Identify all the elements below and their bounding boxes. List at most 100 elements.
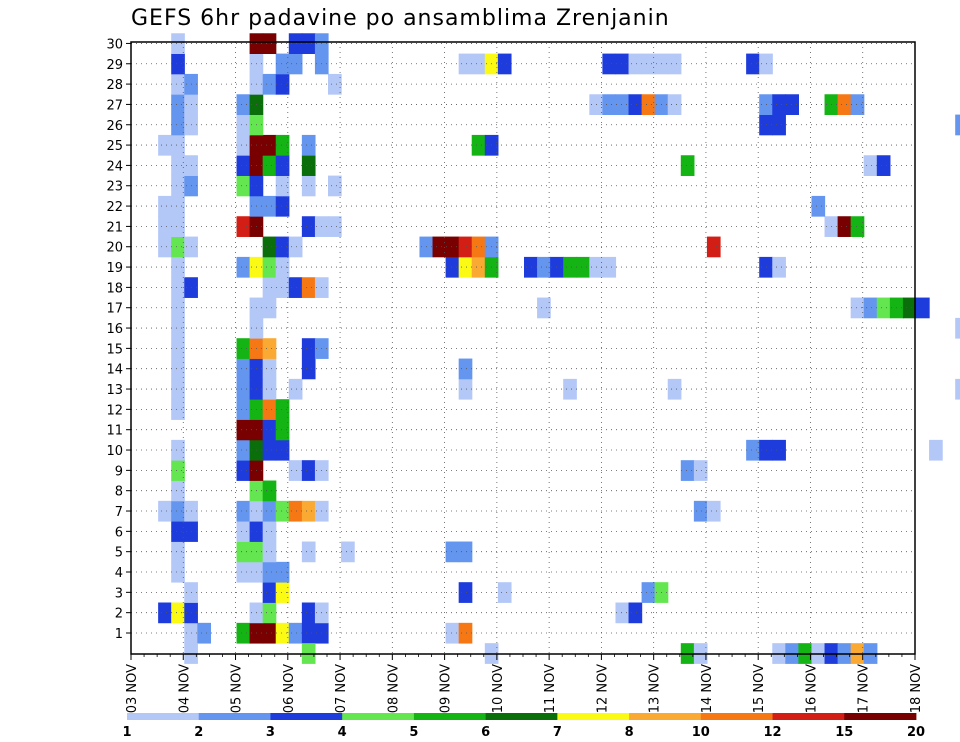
legend-label: 10 — [692, 725, 710, 740]
heatmap-cell — [301, 175, 316, 197]
heatmap-cell — [158, 236, 172, 258]
heatmap-cell — [236, 216, 251, 237]
y-tick-label: 25 — [106, 139, 123, 154]
heatmap-cell — [680, 155, 695, 176]
x-tick-label: 15 NOV — [752, 664, 767, 713]
heatmap-cell — [667, 94, 682, 115]
heatmap-cell — [341, 541, 355, 563]
y-tick-label: 16 — [106, 322, 123, 337]
y-tick-label: 17 — [106, 302, 123, 317]
heatmap-cell — [171, 541, 185, 563]
heatmap-cell — [837, 216, 852, 237]
heatmap-cell — [615, 94, 630, 115]
heatmap-cell — [158, 195, 172, 217]
heatmap-cell — [288, 622, 303, 644]
heatmap-cell — [275, 53, 290, 75]
heatmap-cell — [641, 53, 656, 75]
heatmap-cell — [458, 622, 473, 644]
heatmap-cell — [471, 236, 486, 258]
heatmap-cell — [171, 561, 185, 583]
heatmap-cell — [262, 399, 277, 420]
heatmap-cell — [171, 114, 185, 136]
heatmap-cell — [158, 602, 172, 624]
heatmap-cell — [497, 53, 512, 75]
heatmap-cell — [288, 33, 303, 54]
heatmap-cell — [301, 602, 316, 624]
heatmap-cell — [301, 622, 316, 644]
heatmap-cell — [288, 378, 303, 400]
heatmap-cell — [301, 216, 316, 237]
y-tick-label: 18 — [106, 281, 123, 296]
heatmap-cell — [471, 134, 486, 156]
heatmap-cell — [158, 134, 172, 156]
heatmap-cell — [236, 114, 251, 136]
heatmap-cell — [171, 358, 185, 380]
x-tick-label: 16 NOV — [804, 664, 819, 713]
heatmap-cell — [863, 155, 878, 176]
heatmap-cell — [262, 622, 277, 644]
heatmap-cell — [445, 256, 460, 278]
y-tick-label: 15 — [106, 342, 123, 357]
heatmap-cell — [275, 155, 290, 176]
heatmap-cell — [262, 419, 277, 441]
heatmap-cells — [158, 33, 960, 664]
x-tick-label: 11 NOV — [543, 664, 558, 713]
heatmap-cell — [602, 94, 617, 115]
heatmap-cell — [811, 195, 826, 217]
heatmap-cell — [876, 155, 891, 176]
heatmap-cell — [785, 94, 799, 115]
heatmap-cell — [275, 277, 290, 298]
legend-swatch — [342, 713, 415, 720]
y-tick-label: 11 — [106, 424, 123, 439]
heatmap-cell — [275, 439, 290, 461]
heatmap-cell — [955, 114, 960, 136]
heatmap-cell — [275, 561, 290, 583]
heatmap-cell — [275, 500, 290, 522]
heatmap-cell — [850, 94, 865, 115]
legend-swatch — [198, 713, 271, 720]
heatmap-cell — [262, 236, 277, 258]
heatmap-cell — [602, 256, 617, 278]
heatmap-cell — [275, 256, 290, 278]
heatmap-cell — [301, 33, 316, 54]
heatmap-cell — [262, 73, 277, 95]
heatmap-cell — [876, 297, 891, 319]
heatmap-cell — [171, 94, 185, 115]
heatmap-cell — [236, 399, 251, 420]
heatmap-cell — [902, 297, 917, 319]
legend-label: 12 — [764, 725, 782, 740]
x-tick-label: 08 NOV — [386, 664, 401, 713]
heatmap-cell — [458, 256, 473, 278]
heatmap-cell — [171, 236, 185, 258]
heatmap-cell — [262, 439, 277, 461]
heatmap-cell — [262, 582, 277, 603]
legend-swatch — [485, 713, 558, 720]
legend-label: 20 — [907, 725, 925, 740]
y-tick-label: 29 — [106, 58, 123, 73]
color-legend: 1 2 3 4 5 6 7 8 10 12 15 20 — [122, 713, 925, 740]
y-tick-label: 9 — [115, 464, 123, 479]
heatmap-cell — [262, 155, 277, 176]
heatmap-cell — [262, 297, 277, 319]
y-tick-label: 20 — [106, 241, 123, 256]
heatmap-cell — [602, 53, 617, 75]
heatmap-cell — [275, 134, 290, 156]
y-tick-label: 2 — [115, 607, 123, 622]
heatmap-cell — [275, 73, 290, 95]
heatmap-cell — [275, 622, 290, 644]
x-tick-label: 03 NOV — [125, 664, 140, 713]
heatmap-cell — [537, 256, 551, 278]
y-tick-label: 12 — [106, 403, 123, 418]
heatmap-cell — [537, 297, 551, 319]
x-tick-label: 17 NOV — [857, 664, 872, 713]
heatmap-cell — [236, 94, 251, 115]
x-tick-label: 09 NOV — [439, 664, 454, 713]
heatmap-cell — [262, 561, 277, 583]
heatmap-cell — [236, 541, 251, 563]
heatmap-cell — [262, 256, 277, 278]
heatmap-cell — [262, 277, 277, 298]
heatmap-cell — [746, 439, 760, 461]
heatmap-cell — [301, 134, 316, 156]
heatmap-cell — [171, 73, 185, 95]
